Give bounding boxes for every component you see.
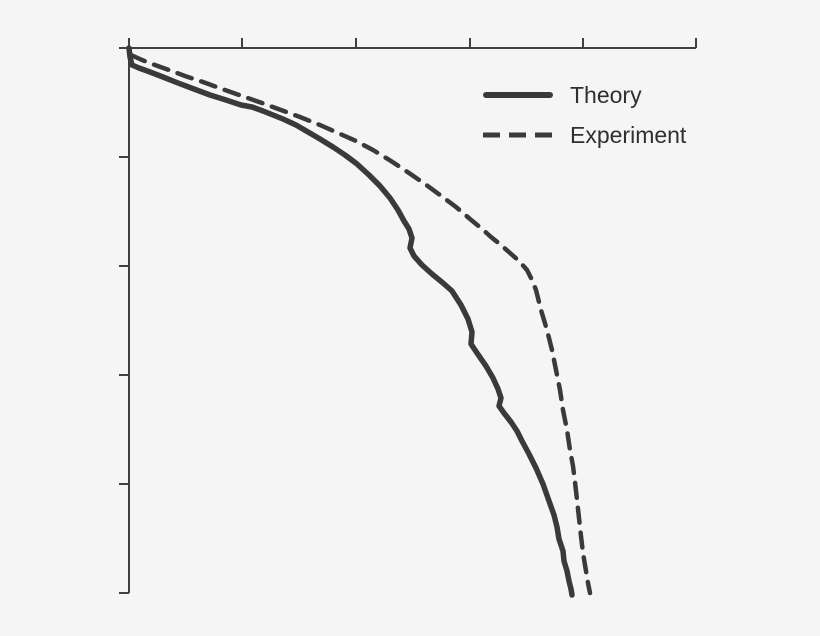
dashed-line-swatch: [483, 132, 553, 138]
legend-label-theory: Theory: [570, 81, 642, 108]
solid-line-swatch: [483, 92, 553, 98]
legend: Theory Experiment: [483, 75, 686, 155]
legend-label-experiment: Experiment: [570, 121, 687, 148]
legend-item-experiment: Experiment: [483, 115, 686, 155]
legend-item-theory: Theory: [483, 75, 686, 115]
